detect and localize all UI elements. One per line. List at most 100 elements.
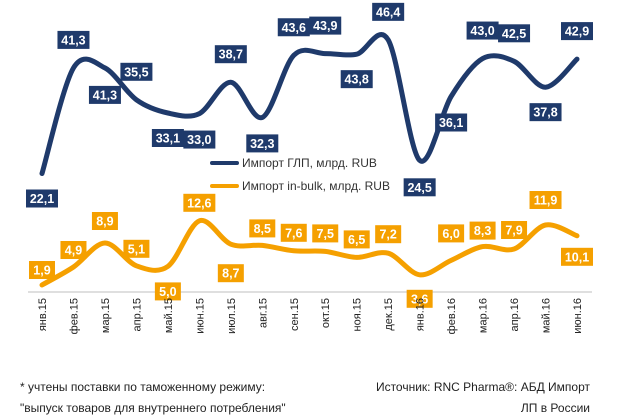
data-label: 5,1 [123, 239, 150, 258]
x-tick-label: июн.16 [572, 298, 584, 334]
data-label: 3,6 [406, 289, 433, 308]
legend-label-2: Импорт in-bulk, млрд. RUB [242, 179, 390, 193]
data-label: 7,9 [501, 221, 528, 239]
data-label: 43,6 [277, 18, 310, 37]
legend: Импорт ГЛП, млрд. RUB Импорт in-bulk, млр… [210, 156, 390, 193]
data-label-text: 36,1 [439, 116, 463, 130]
data-label-box [249, 219, 276, 238]
x-tick-label: май.15 [163, 298, 175, 333]
data-label-text: 42,9 [565, 25, 589, 39]
data-label-text: 3,6 [411, 292, 428, 306]
data-label-text: 11,9 [534, 194, 558, 208]
data-label-box [529, 191, 562, 209]
x-tick-label: июл.15 [226, 298, 238, 334]
data-label-box [60, 241, 87, 259]
data-label: 8,5 [249, 219, 276, 238]
data-label: 33,1 [151, 129, 184, 147]
data-label-box [91, 212, 118, 230]
x-tick-label: ноя.15 [352, 298, 364, 331]
data-label-box [309, 16, 342, 35]
data-label-box [123, 239, 150, 258]
data-label-box [154, 282, 181, 301]
data-label: 41,3 [57, 30, 90, 49]
data-label: 6,0 [438, 224, 465, 243]
x-tick-label: май.16 [541, 298, 553, 333]
data-label-text: 7,5 [317, 227, 334, 241]
data-label: 42,5 [498, 24, 531, 43]
data-label: 6,5 [343, 230, 370, 249]
x-tick-label: июн.15 [194, 298, 206, 334]
data-label: 43,9 [309, 16, 342, 35]
data-label-text: 43,0 [470, 24, 494, 38]
data-label: 1,9 [29, 261, 55, 279]
x-tick-label: фев.16 [446, 298, 458, 334]
source-line-1: Источник: RNC Pharma®: АБД Импорт [375, 380, 590, 394]
x-tick-label: окт.15 [320, 298, 332, 328]
data-label-text: 5,0 [159, 285, 176, 299]
data-label: 7,2 [375, 225, 402, 244]
data-label-box [183, 130, 216, 149]
data-label: 43,0 [466, 21, 499, 40]
data-label-box [501, 221, 528, 239]
data-label-text: 22,1 [30, 192, 54, 206]
x-tick-label: авг.15 [257, 298, 269, 328]
data-label: 32,3 [246, 134, 279, 153]
data-labels: 22,1 41,3 41,3 35,5 33,1 33,0 38,7 32,3 43,6 43,9… [26, 2, 593, 308]
data-label-text: 38,7 [219, 48, 243, 62]
data-label: 10,1 [561, 247, 593, 266]
data-label-text: 37,8 [533, 106, 557, 120]
data-label-text: 10,1 [565, 250, 589, 264]
data-label-text: 41,3 [93, 88, 117, 102]
footnote: * учтены поставки по таможенному режиму:… [20, 377, 286, 419]
data-label-box [561, 247, 593, 266]
data-label-text: 24,5 [407, 181, 431, 195]
data-label-text: 46,4 [376, 5, 400, 19]
data-label-box [529, 103, 562, 122]
data-label-text: 8,9 [96, 215, 113, 229]
data-label-box [88, 85, 121, 104]
data-label-box [214, 45, 247, 64]
data-label-box [498, 24, 531, 43]
data-label-text: 32,3 [250, 137, 274, 151]
data-label-box [312, 224, 339, 243]
data-label: 38,7 [214, 45, 247, 64]
x-tick-label: апр.16 [509, 298, 521, 331]
data-label-box [183, 193, 216, 212]
data-label-box [26, 189, 58, 208]
data-label-text: 8,7 [222, 267, 239, 281]
data-label-box [435, 113, 468, 132]
data-label-box [120, 62, 153, 81]
data-label-box [277, 18, 310, 37]
data-label-box [403, 178, 436, 197]
data-label: 42,9 [561, 22, 593, 41]
data-label: 22,1 [26, 189, 58, 208]
data-label-box [343, 230, 370, 249]
data-label-box [280, 223, 307, 242]
data-label-text: 43,6 [282, 21, 306, 35]
data-label-box [375, 225, 402, 244]
data-label: 12,6 [183, 193, 216, 212]
x-tick-label: фев.15 [68, 298, 80, 334]
data-label-text: 7,9 [505, 224, 522, 238]
data-label-text: 7,2 [379, 228, 396, 242]
data-label-text: 33,1 [156, 132, 180, 146]
source-line-2: ЛП в России [520, 401, 590, 415]
data-label-text: 6,5 [348, 233, 365, 247]
x-tick-label: янв.15 [37, 298, 49, 331]
data-label-box [469, 221, 496, 240]
data-label-box [561, 22, 593, 41]
series-line-2 [39, 218, 580, 288]
data-label-text: 8,3 [474, 224, 491, 238]
footnote-line-2: "выпуск товаров для внутреннего потребле… [20, 401, 286, 415]
data-label-text: 7,6 [285, 226, 302, 240]
data-label: 11,9 [529, 191, 562, 209]
data-label: 7,5 [312, 224, 339, 243]
data-label-text: 4,9 [65, 244, 82, 258]
source-note: Источник: RNC Pharma®: АБД Импорт ЛП в Р… [376, 377, 590, 419]
series-lines [39, 32, 580, 288]
data-label-box [466, 21, 499, 40]
data-label-box [151, 129, 184, 147]
x-tick-label: мар.16 [478, 298, 490, 333]
x-tick-labels: янв.15 фев.15 мар.15 апр.15 май.15 июн.15 июл.… [37, 298, 584, 334]
